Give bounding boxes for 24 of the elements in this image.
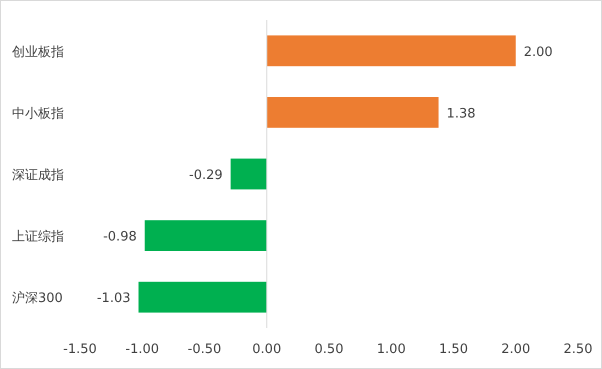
x-tick-label: -0.50 — [188, 342, 222, 357]
x-tick-label: -1.00 — [125, 342, 160, 357]
bar — [144, 220, 267, 251]
x-tick-label: 0.00 — [252, 342, 282, 357]
data-label: -0.98 — [103, 230, 137, 245]
data-label: -1.03 — [96, 291, 131, 306]
y-tick-label: 深证成指 — [12, 168, 64, 183]
x-tick-label: 1.00 — [376, 342, 406, 357]
x-tick-label: 2.50 — [564, 342, 592, 357]
data-label: 1.38 — [446, 106, 476, 122]
x-tick-label: -1.50 — [63, 342, 97, 357]
bar — [266, 35, 516, 66]
x-tick-label: 2.00 — [501, 342, 530, 357]
y-tick-label: 中小板指 — [12, 106, 64, 122]
bar — [230, 158, 267, 190]
data-label: -0.29 — [189, 168, 223, 183]
y-tick-label: 创业板指 — [12, 44, 64, 60]
x-tick-label: 0.50 — [314, 342, 344, 357]
data-label: 2.00 — [524, 44, 553, 60]
bar — [138, 282, 267, 313]
y-tick-label: 上证综指 — [12, 230, 64, 245]
x-tick-label: 1.50 — [439, 342, 468, 357]
y-tick-label: 沪深300 — [12, 290, 63, 306]
bar — [266, 97, 439, 128]
